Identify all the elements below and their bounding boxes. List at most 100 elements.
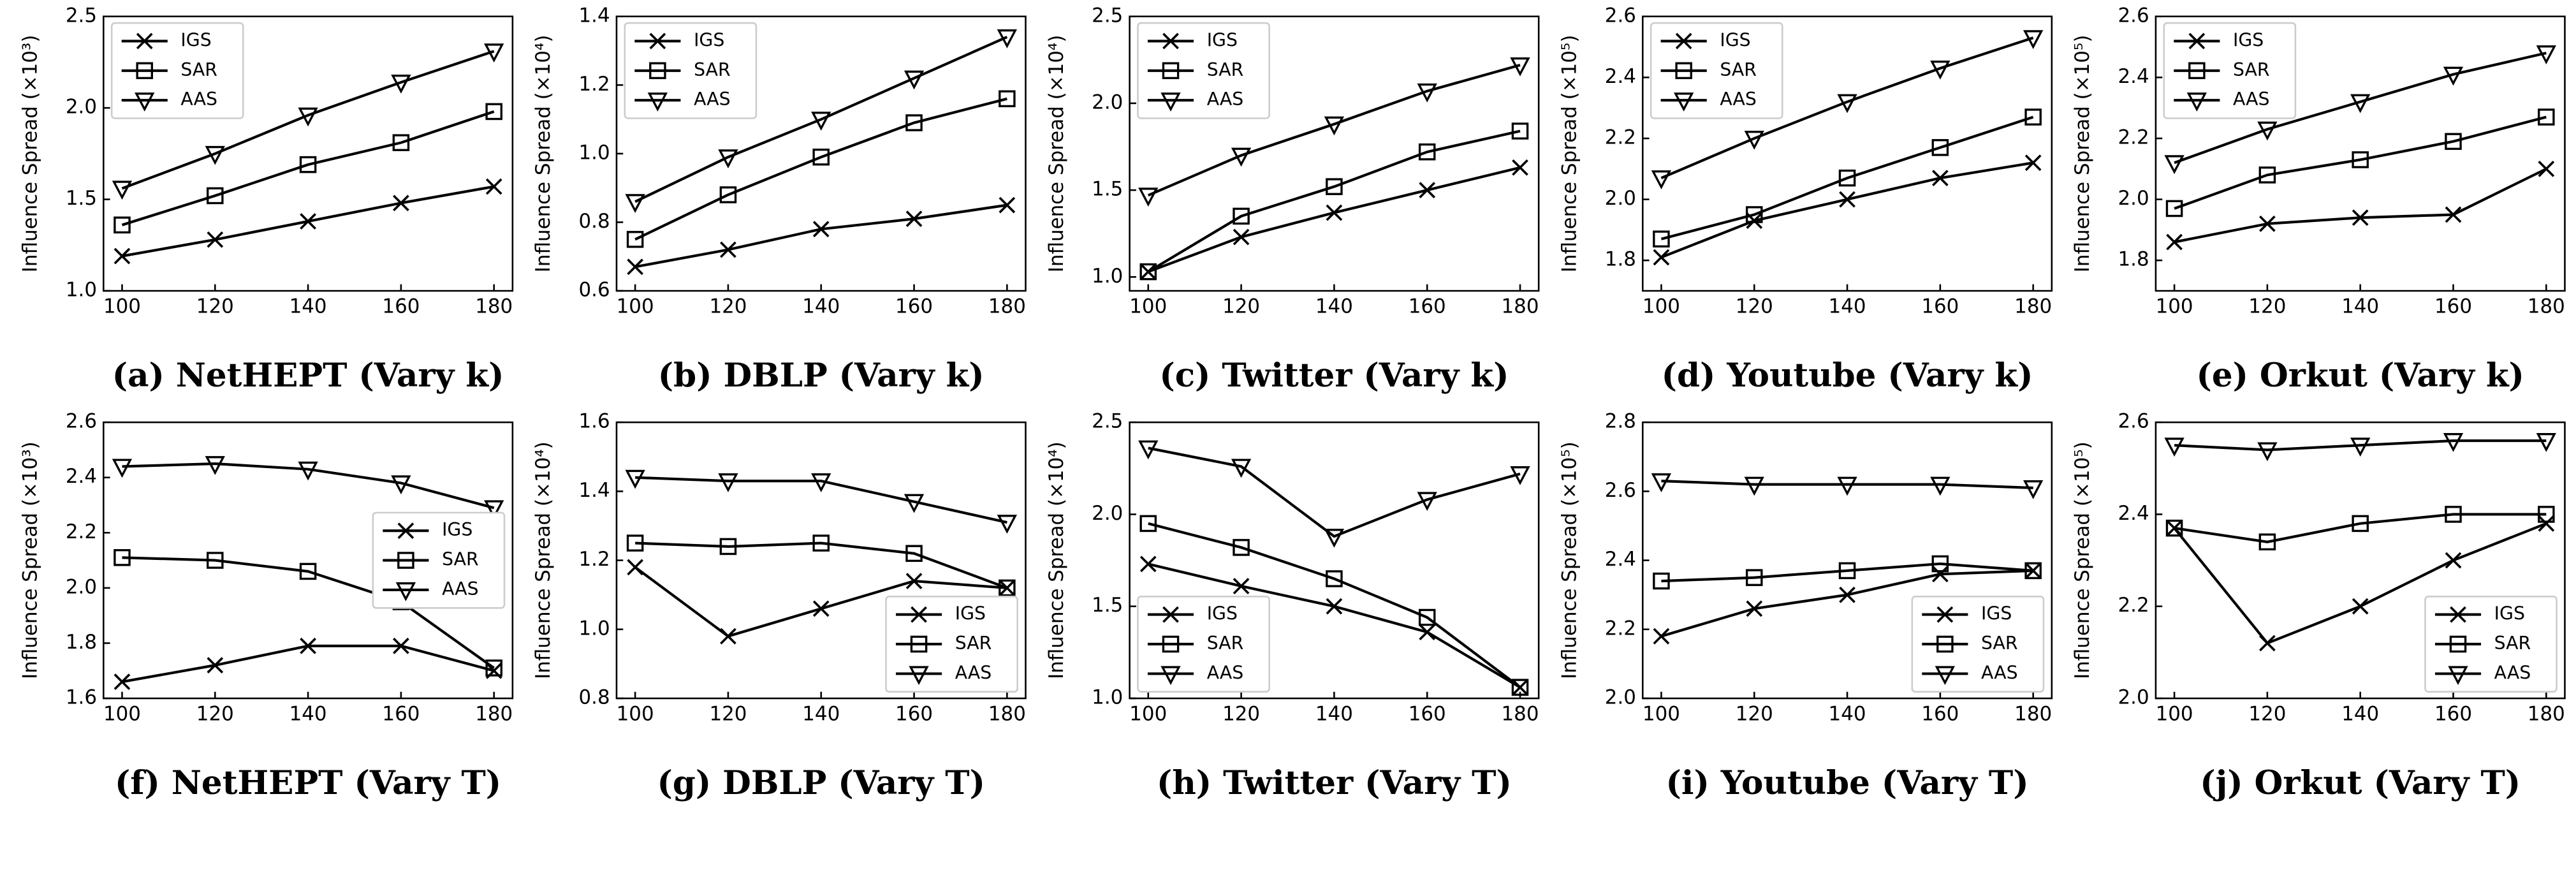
marker — [626, 534, 644, 552]
marker — [2164, 155, 2184, 175]
x-tick-label: 120 — [709, 702, 747, 725]
marker — [649, 62, 666, 80]
marker — [999, 90, 1016, 108]
chart-caption: (i) Youtube (Vary T) — [1666, 764, 2029, 802]
marker — [2538, 515, 2555, 532]
marker — [1838, 562, 1856, 580]
x-tick-label: 180 — [1502, 702, 1539, 725]
marker — [1651, 473, 1672, 492]
marker — [2188, 33, 2206, 50]
x-tick-label: 100 — [617, 295, 654, 318]
marker — [1160, 666, 1181, 686]
legend-label: IGS — [694, 29, 724, 50]
marker — [1838, 169, 1856, 187]
legend-label: IGS — [955, 603, 986, 624]
marker — [1324, 529, 1345, 548]
marker — [1162, 62, 1180, 80]
legend-label: AAS — [955, 662, 992, 683]
marker — [718, 473, 738, 492]
series-line — [634, 97, 1007, 241]
y-tick-label: 1.4 — [579, 4, 610, 27]
marker — [2352, 515, 2369, 533]
y-tick-label: 2.5 — [1092, 410, 1123, 433]
marker — [812, 149, 830, 166]
legend-label: AAS — [1720, 89, 1757, 110]
marker — [113, 247, 131, 265]
marker — [811, 473, 831, 492]
x-tick-label: 100 — [2156, 295, 2193, 318]
marker — [1324, 116, 1345, 136]
marker — [905, 573, 923, 589]
chart-caption: (j) Orkut (Vary T) — [2200, 764, 2521, 802]
marker — [2164, 438, 2184, 457]
chart-caption: (g) DBLP (Vary T) — [657, 764, 985, 802]
marker — [1837, 94, 1857, 114]
y-tick-label: 2.2 — [1605, 126, 1636, 149]
marker — [298, 107, 318, 127]
series-line — [1147, 64, 1521, 197]
series-line — [2174, 167, 2547, 244]
x-tick-label: 160 — [1921, 702, 1959, 725]
y-tick-label: 0.6 — [579, 279, 610, 302]
x-tick-label: 160 — [895, 702, 933, 725]
marker — [2257, 442, 2278, 462]
x-tick-label: 100 — [1643, 702, 1680, 725]
marker — [1744, 476, 1764, 496]
marker — [112, 459, 133, 478]
y-tick-label: 1.0 — [579, 617, 610, 640]
legend-label: AAS — [442, 578, 479, 599]
legend-label: SAR — [180, 59, 217, 80]
y-tick-label: 2.8 — [1605, 410, 1636, 433]
y-tick-label: 2.5 — [66, 4, 97, 27]
marker — [136, 62, 154, 80]
marker — [1935, 666, 1956, 686]
marker — [1936, 606, 1954, 623]
x-tick-label: 160 — [2434, 295, 2472, 318]
legend-label: SAR — [2494, 633, 2531, 654]
chart-caption: (f) NetHEPT (Vary T) — [115, 764, 501, 802]
legend-label: SAR — [694, 59, 731, 80]
marker — [484, 500, 504, 520]
series-line — [1660, 115, 2034, 240]
x-tick-label: 140 — [1829, 702, 1866, 725]
y-tick-label: 2.6 — [1605, 479, 1636, 502]
y-axis-label: Influence Spread (×10⁴) — [532, 35, 555, 273]
x-tick-label: 180 — [2528, 295, 2565, 318]
marker — [2536, 433, 2556, 452]
marker — [1233, 228, 1250, 246]
marker — [1651, 170, 1672, 189]
marker — [1231, 147, 1252, 167]
legend-label: IGS — [1720, 29, 1750, 50]
y-tick-label: 2.2 — [1605, 617, 1636, 640]
legend-label: AAS — [1207, 662, 1244, 683]
marker — [1231, 459, 1252, 478]
series-line — [1661, 480, 2033, 490]
marker — [2450, 606, 2466, 623]
marker — [1674, 92, 1694, 112]
chart-caption: (a) NetHEPT (Vary k) — [112, 357, 504, 395]
y-axis-label: Influence Spread (×10⁵) — [1558, 35, 1581, 273]
marker — [1162, 606, 1179, 623]
y-axis-label: Influence Spread (×10⁴) — [1045, 35, 1068, 273]
legend-label: IGS — [1981, 603, 2012, 624]
marker — [2445, 133, 2462, 151]
marker — [1745, 569, 1763, 586]
x-tick-label: 120 — [2248, 295, 2286, 318]
marker — [484, 43, 504, 63]
marker — [1162, 33, 1179, 50]
series-line — [634, 203, 1007, 268]
marker — [2258, 533, 2276, 551]
marker — [395, 582, 416, 601]
y-tick-label: 1.2 — [579, 548, 610, 571]
marker — [1930, 61, 1950, 80]
marker — [649, 33, 666, 50]
legend-label: IGS — [1207, 29, 1238, 50]
legend-label: SAR — [1981, 633, 2018, 654]
series-line — [1148, 166, 1521, 274]
marker — [2538, 108, 2555, 126]
marker — [299, 562, 317, 580]
marker — [1419, 182, 1436, 198]
marker — [113, 216, 131, 234]
y-tick-label: 2.0 — [1605, 187, 1636, 210]
series-line — [121, 50, 495, 190]
